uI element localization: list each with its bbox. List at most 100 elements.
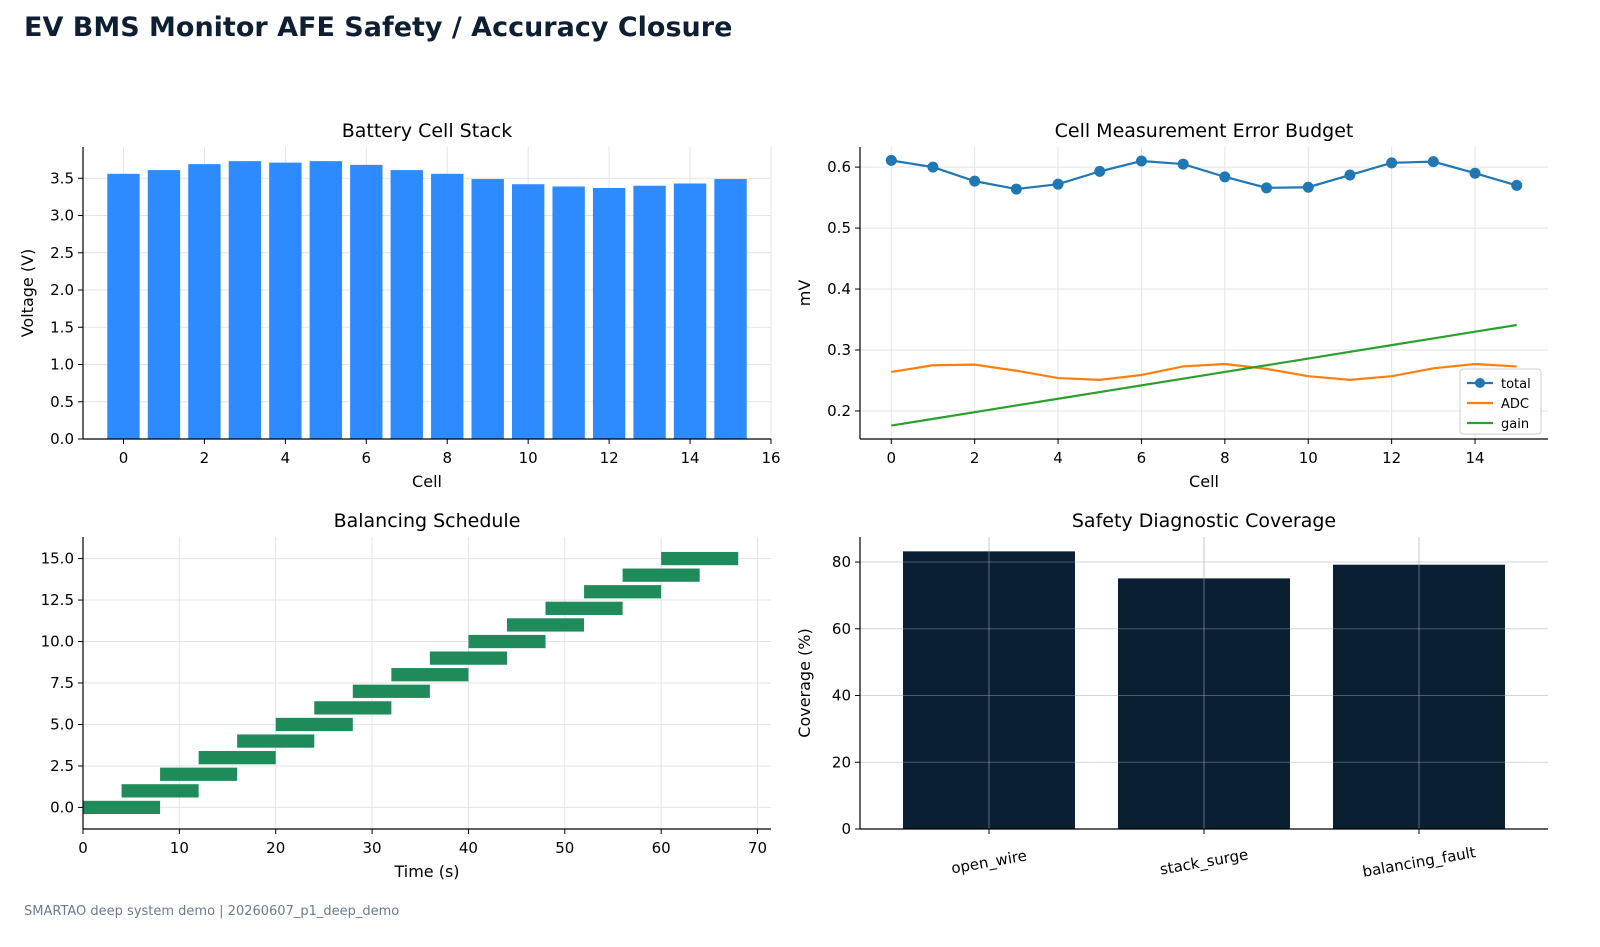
x-tick-label: 50 (555, 839, 574, 857)
bar (552, 186, 585, 439)
bar (147, 170, 181, 439)
data-point (1261, 182, 1273, 194)
y-axis-label: Voltage (V) (18, 249, 37, 338)
schedule-bar (121, 784, 199, 798)
bar (309, 161, 343, 439)
schedule-bar (275, 717, 353, 732)
page-title: EV BMS Monitor AFE Safety / Accuracy Clo… (24, 12, 733, 43)
schedule-bar (391, 668, 469, 682)
schedule-bar (506, 618, 585, 632)
chart-title: Cell Measurement Error Budget (1055, 120, 1354, 142)
x-tick-label: 12 (600, 449, 619, 467)
y-tick-label: 10.0 (41, 633, 74, 651)
data-point (1344, 169, 1356, 181)
bar (714, 179, 747, 439)
x-tick-label: 20 (266, 839, 285, 857)
x-tick-label: 14 (681, 449, 700, 467)
x-tick-label: 4 (281, 449, 291, 467)
y-tick-label: 0.0 (50, 430, 74, 448)
bar (390, 170, 423, 439)
y-tick-label: 7.5 (50, 674, 74, 692)
schedule-bar (584, 585, 662, 599)
x-tick-label: 6 (362, 449, 372, 467)
data-point (1135, 155, 1147, 167)
schedule-bar (622, 568, 700, 582)
x-tick-label: 60 (652, 839, 671, 857)
bar (188, 164, 221, 439)
bar (673, 183, 707, 439)
y-tick-label: 80 (832, 553, 851, 571)
data-point (1386, 157, 1398, 169)
data-point (885, 154, 897, 166)
x-tick-label: 0 (119, 449, 129, 467)
x-tick-label: open_wire (950, 847, 1029, 879)
legend-label: ADC (1501, 397, 1529, 412)
legend-label: total (1501, 377, 1531, 392)
data-point (1427, 156, 1439, 168)
data-point (1511, 179, 1523, 191)
schedule-bar (468, 634, 546, 649)
chart-title: Safety Diagnostic Coverage (1072, 510, 1336, 532)
data-point (1469, 167, 1481, 179)
bar (592, 187, 626, 439)
x-axis-label: Cell (412, 472, 442, 491)
x-tick-label: 12 (1382, 449, 1401, 467)
data-point (969, 175, 981, 187)
series-line-total (891, 159, 1518, 191)
footer-note: SMARTAO deep system demo | 20260607_p1_d… (24, 904, 400, 919)
x-tick-label: 6 (1137, 449, 1147, 467)
y-tick-label: 2.5 (50, 757, 74, 775)
schedule-bar (352, 684, 430, 698)
x-tick-label: 8 (442, 449, 452, 467)
y-tick-label: 40 (832, 687, 851, 705)
x-tick-label: 0 (886, 449, 896, 467)
y-tick-label: 1.5 (50, 318, 74, 336)
bar (269, 162, 302, 439)
bar (633, 185, 666, 439)
x-tick-label: 10 (170, 839, 189, 857)
x-tick-label: 2 (970, 449, 980, 467)
schedule-bar (429, 651, 507, 665)
series-line-adc (891, 362, 1517, 381)
bar (471, 179, 504, 439)
y-tick-label: 15.0 (41, 550, 74, 568)
y-tick-label: 0.5 (50, 393, 74, 411)
schedule-bar (545, 601, 623, 615)
y-tick-label: 1.0 (50, 356, 74, 374)
x-tick-label: 8 (1220, 449, 1230, 467)
y-tick-label: 0.3 (827, 341, 851, 359)
schedule-bar (661, 551, 739, 566)
data-point (1052, 178, 1064, 190)
bar (511, 184, 545, 439)
bar (107, 173, 140, 439)
balancing-schedule-chart: 0.0 2.5 5.0 7.5 10.0 12.5 15.0 0 10 20 30 40 50 60 70 B… (41, 510, 771, 881)
x-tick-label: stack_surge (1158, 845, 1249, 879)
y-tick-label: 2.5 (50, 244, 74, 262)
x-tick-label: 4 (1053, 449, 1063, 467)
bar (431, 173, 464, 439)
schedule-bar (160, 767, 238, 781)
y-tick-label: 0 (841, 820, 851, 838)
y-tick-label: 0.5 (827, 219, 851, 237)
y-tick-label: 0.6 (827, 158, 851, 176)
bar (228, 161, 262, 439)
diag-coverage-chart: 0 20 40 60 80 open_wire stack_surge balancing_f… (795, 510, 1548, 882)
chart-title: Battery Cell Stack (342, 120, 513, 142)
x-tick-label: 40 (459, 839, 478, 857)
schedule-bar (83, 800, 161, 815)
data-point (1219, 171, 1231, 183)
x-tick-label: balancing_fault (1361, 843, 1477, 882)
y-tick-label: 0.0 (50, 798, 74, 816)
bar (350, 164, 383, 439)
schedule-bar (314, 701, 392, 715)
x-tick-label: 10 (1299, 449, 1318, 467)
schedule-bar (237, 734, 315, 748)
data-point (1302, 181, 1314, 193)
legend-marker (1475, 378, 1485, 388)
x-axis-label: Time (s) (393, 862, 459, 881)
series-line-gain (891, 323, 1517, 427)
x-tick-label: 14 (1465, 449, 1484, 467)
data-point (1177, 158, 1189, 170)
schedule-bar (198, 751, 276, 765)
